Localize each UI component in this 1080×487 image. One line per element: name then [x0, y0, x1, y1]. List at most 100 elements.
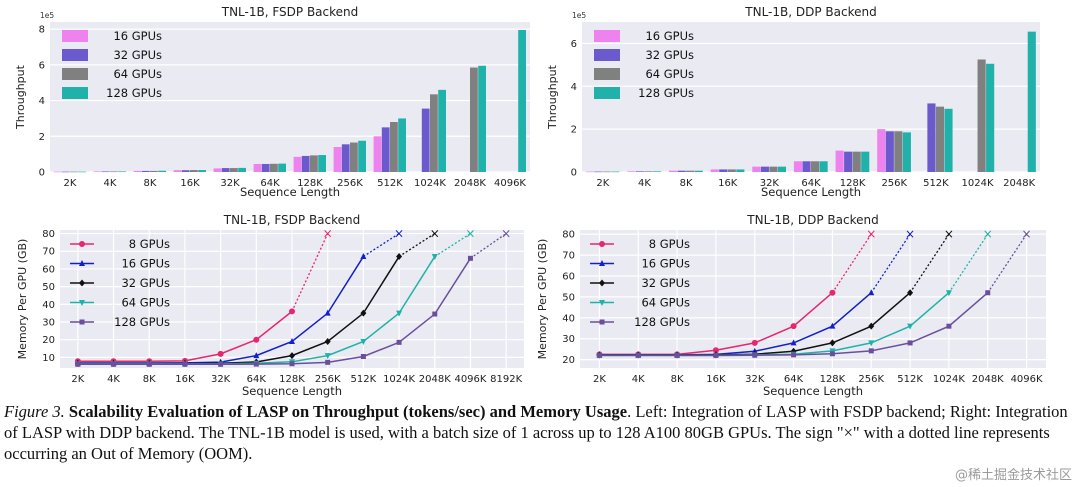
bar-32-gpus [181, 170, 190, 172]
legend-label: 64 GPUs [641, 296, 690, 310]
x-tick-label: 8K [143, 374, 156, 385]
chart-panel-4: 20 30 40 50 60 70 80 TNL-1B, DDP Backend 2K 4K 8K 1… [536, 213, 1046, 398]
bar-16-gpus [293, 156, 302, 172]
x-tick-label: 256K [858, 374, 884, 385]
data-point [289, 352, 295, 360]
x-tick-label: 2048K [419, 374, 451, 385]
bar-128-gpus [819, 161, 828, 172]
y-tick-label: 80 [562, 230, 575, 241]
y-tick-label: 50 [562, 292, 575, 303]
bar-32-gpus [885, 131, 894, 172]
data-point [253, 336, 260, 343]
x-tick-label: 256K [881, 178, 907, 189]
bar-32-gpus [635, 171, 645, 172]
data-point [324, 337, 331, 345]
y-tick-label: 70 [562, 251, 575, 262]
y-tick-label: 0 [39, 168, 45, 179]
legend-swatch [62, 68, 88, 80]
x-tick-label: 128K [840, 178, 866, 189]
y-tick-label: 30 [562, 334, 575, 345]
data-point [945, 290, 952, 297]
chart-title: TNL-1B, FSDP Backend [223, 213, 361, 227]
bar-64-gpus [769, 166, 778, 172]
legend-marker [79, 260, 85, 266]
bar-64-gpus [470, 67, 478, 172]
data-point [253, 352, 260, 359]
bar-128-gpus [318, 155, 326, 172]
bar-64-gpus [644, 171, 653, 172]
y-tick-label: 4 [571, 82, 577, 93]
legend-marker [599, 300, 605, 306]
data-point [325, 359, 331, 365]
legend-marker [599, 279, 605, 287]
oom-marker: × [394, 227, 404, 241]
oom-dotted-line [363, 232, 400, 258]
legend-swatch [62, 30, 88, 42]
x-tick-label: 8K [671, 374, 684, 385]
oom-dotted-line [470, 233, 507, 259]
x-tick-label: 128K [820, 374, 846, 385]
bar-128-gpus [238, 167, 246, 172]
legend-label: 32 GPUs [121, 276, 170, 290]
bar-16-gpus [627, 171, 636, 172]
bar-16-gpus [213, 168, 222, 172]
y-tick-label: 6 [39, 60, 45, 71]
bar-64-gpus [894, 131, 903, 172]
data-point [946, 323, 952, 329]
x-tick-label: 16K [180, 178, 200, 189]
bar-16-gpus [373, 136, 382, 172]
y-tick-label: 20 [562, 355, 575, 366]
y-axis-label: Throughput [14, 64, 27, 130]
y-scale-label: 1e5 [572, 11, 586, 20]
oom-marker: × [1022, 227, 1032, 241]
bar-128-gpus [902, 132, 911, 172]
legend-label: 64 GPUs [113, 67, 162, 81]
y-tick-label: 50 [42, 282, 55, 293]
x-tick-label: 256K [315, 374, 341, 385]
data-point [432, 311, 438, 317]
bar-128-gpus [398, 118, 406, 172]
chart-panel-2: 0 2 4 6 TNL-1B, DDP Backend 2K 4K 8K 16K 32K 64K 12… [546, 5, 1040, 199]
data-point [868, 289, 875, 296]
legend-swatch [62, 49, 88, 61]
legend-marker [599, 241, 605, 247]
data-point [829, 289, 836, 296]
x-tick-label: 64K [801, 178, 821, 189]
bar-16-gpus [333, 147, 342, 172]
x-tick-label: 64K [784, 374, 804, 385]
bar-128-gpus [694, 170, 703, 172]
bar-32-gpus [141, 170, 150, 172]
bar-128-gpus [478, 65, 486, 172]
bar-128-gpus [777, 166, 787, 172]
x-axis-label: Sequence Length [761, 185, 861, 199]
bar-128-gpus [198, 170, 206, 172]
x-tick-label: 256K [337, 178, 363, 189]
bar-32-gpus [101, 171, 110, 173]
data-point [790, 339, 797, 346]
data-point [324, 353, 331, 360]
data-point [712, 347, 719, 354]
data-point [674, 352, 680, 358]
y-tick-label: 40 [562, 313, 575, 324]
x-tick-label: 1024K [933, 374, 965, 385]
data-point [635, 352, 641, 358]
x-tick-label: 16K [706, 374, 726, 385]
bar-16-gpus [253, 163, 262, 172]
watermark: @稀土掘金技术社区 [954, 468, 1072, 483]
bar-64-gpus [270, 163, 278, 172]
bar-64-gpus [602, 171, 611, 173]
data-point [360, 338, 367, 345]
bar-16-gpus [793, 161, 803, 172]
chart-title: TNL-1B, FSDP Backend [221, 5, 359, 19]
chart-legend: 8 GPUs 16 GPUs 32 GPUs 64 GPUs 128 GPUs [70, 237, 170, 329]
bar-128-gpus [944, 108, 953, 172]
bar-32-gpus [844, 151, 853, 172]
x-tick-label: 128K [297, 178, 323, 189]
x-axis-label: Sequence Length [240, 185, 340, 199]
data-point [253, 361, 259, 367]
legend-label: 128 GPUs [106, 86, 162, 100]
chart-legend: 16 GPUs 32 GPUs 64 GPUs 128 GPUs [62, 29, 162, 100]
oom-marker: × [983, 227, 993, 241]
y-tick-label: 20 [42, 335, 55, 346]
x-tick-label: 2K [596, 178, 609, 189]
